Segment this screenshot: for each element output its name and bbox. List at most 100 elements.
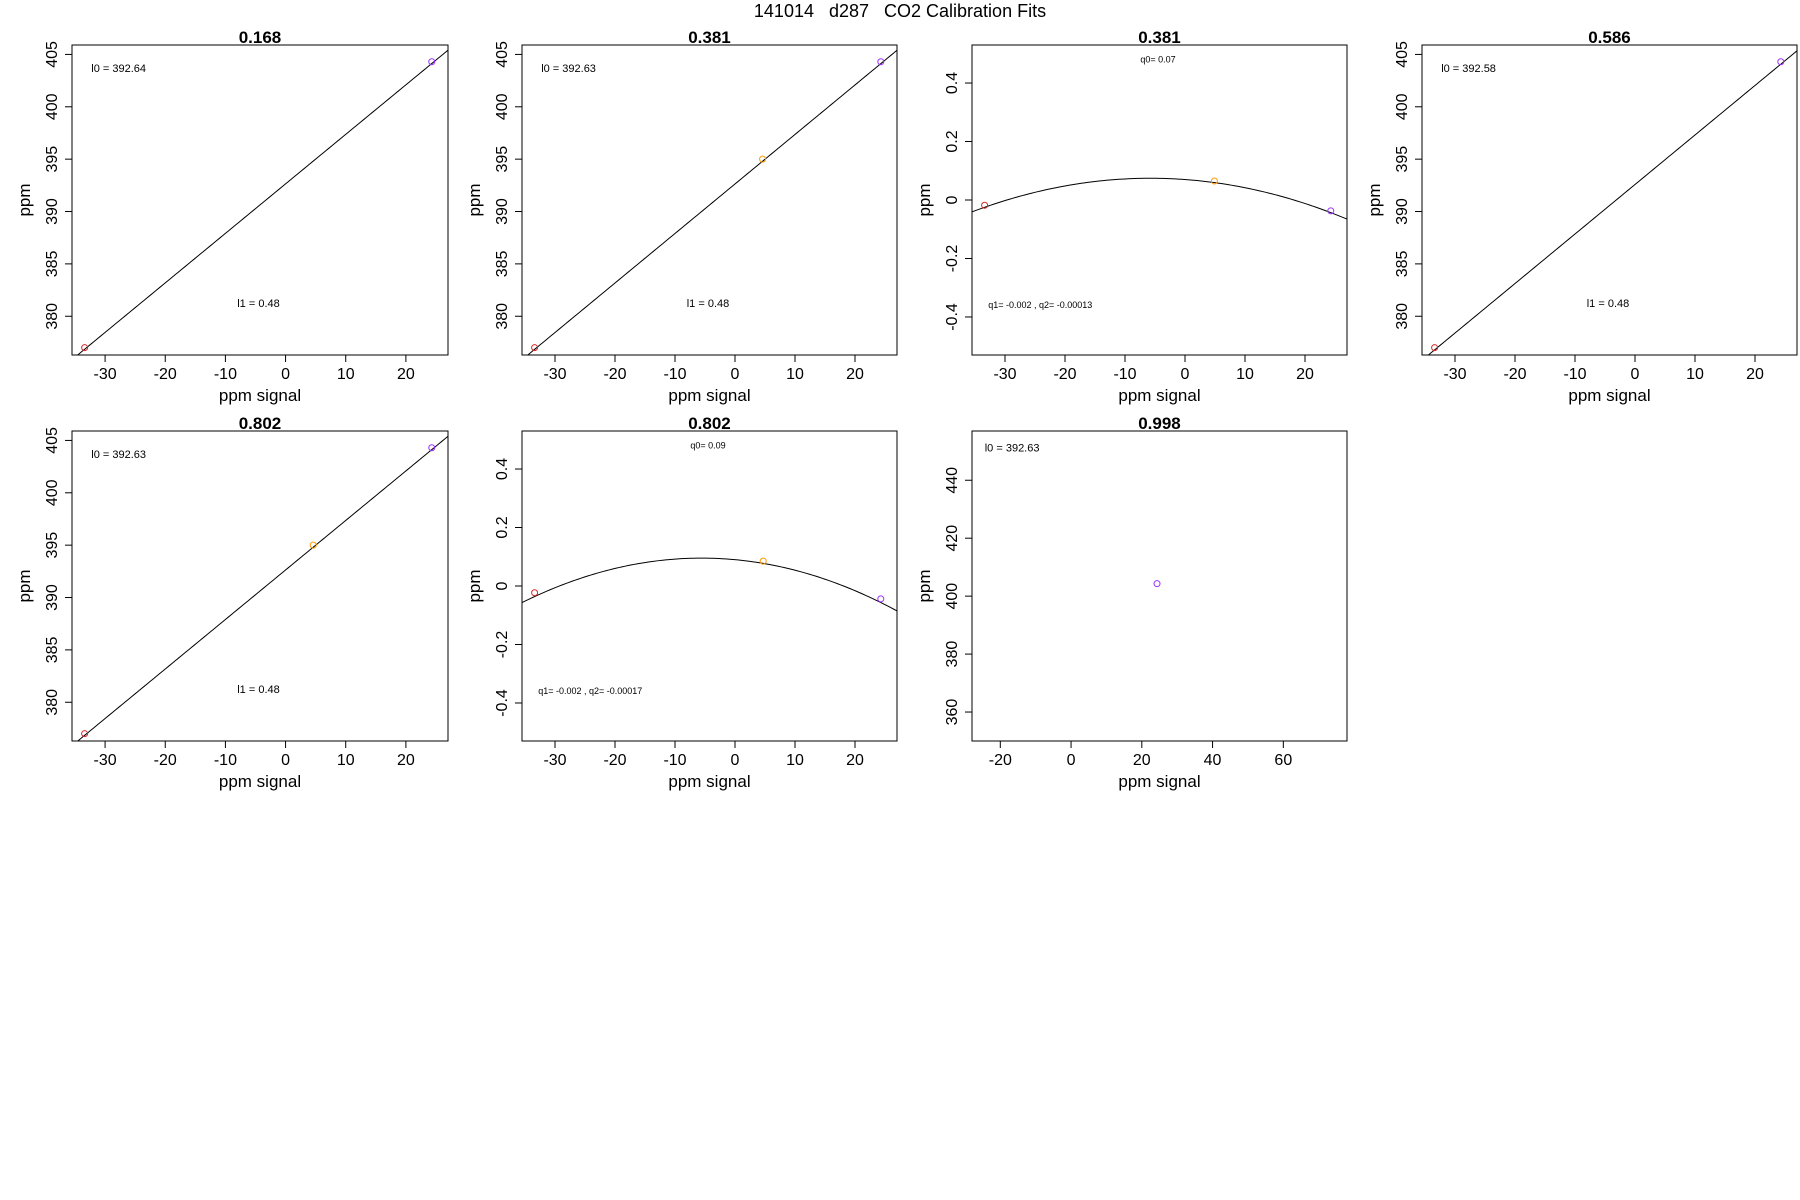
x-tick-label: 20	[397, 752, 415, 769]
y-tick-label: 420	[944, 525, 961, 552]
x-tick-label: 40	[1204, 752, 1222, 769]
y-axis-label: ppm	[915, 569, 934, 602]
y-tick-label: 390	[1394, 198, 1411, 225]
x-tick-label: -30	[1443, 366, 1466, 383]
x-axis-label: ppm signal	[219, 772, 301, 791]
y-tick-label: 385	[494, 250, 511, 277]
data-point	[1210, 177, 1218, 185]
y-tick-label: 440	[944, 467, 961, 494]
data-point	[428, 444, 436, 452]
fit-annotation: q1= -0.002 , q2= -0.00017	[538, 686, 642, 696]
fit-annotation: q0= 0.09	[690, 441, 725, 451]
y-axis-label: ppm	[15, 183, 34, 216]
y-tick-label: 395	[1394, 146, 1411, 173]
x-tick-label: 10	[786, 752, 804, 769]
data-point	[428, 58, 436, 66]
x-axis-label: ppm signal	[1568, 386, 1650, 405]
x-tick-label: -20	[603, 366, 626, 383]
x-tick-label: -10	[214, 366, 237, 383]
fit-annotation: l1 = 0.48	[237, 298, 280, 310]
y-axis-label: ppm	[15, 569, 34, 602]
fit-line	[1427, 50, 1797, 355]
fit-line	[526, 49, 897, 355]
x-tick-label: -20	[1503, 366, 1526, 383]
data-point	[981, 201, 989, 209]
x-tick-label: 0	[281, 752, 290, 769]
y-tick-label: 395	[44, 146, 61, 173]
y-tick-label: 395	[44, 532, 61, 559]
x-tick-label: -30	[94, 752, 117, 769]
y-tick-label: 380	[44, 303, 61, 330]
data-point	[81, 344, 89, 352]
y-tick-label: 0.4	[944, 72, 961, 94]
y-tick-label: 380	[1394, 303, 1411, 330]
y-tick-label: 385	[44, 250, 61, 277]
data-point	[1777, 58, 1785, 66]
y-axis-label: ppm	[465, 183, 484, 216]
y-tick-label: 360	[944, 699, 961, 726]
fit-annotation: l1 = 0.48	[1587, 298, 1630, 310]
y-tick-label: 0	[494, 581, 511, 590]
chart-panel: 0.802 -30 -20 -10 0 10 20 ppm signal 380 385 390 39…	[15, 414, 449, 791]
fit-annotation: q0= 0.07	[1140, 55, 1175, 65]
y-axis-label: ppm	[465, 569, 484, 602]
fit-line	[522, 557, 897, 612]
y-tick-label: 390	[494, 198, 511, 225]
x-axis-label: ppm signal	[668, 772, 750, 791]
fit-line	[76, 49, 448, 355]
x-tick-label: 20	[397, 366, 415, 383]
data-point	[531, 344, 539, 352]
x-tick-label: 0	[731, 366, 740, 383]
panel-title: 0.586	[1588, 28, 1631, 47]
y-tick-label: 400	[44, 93, 61, 120]
data-point	[877, 58, 885, 66]
y-tick-label: -0.4	[944, 303, 961, 331]
x-tick-label: -20	[1053, 366, 1076, 383]
fit-annotation: l0 = 392.63	[985, 442, 1040, 454]
y-tick-label: 390	[44, 198, 61, 225]
data-point	[1327, 207, 1335, 215]
x-axis-label: ppm signal	[1118, 772, 1200, 791]
fit-annotation: q1= -0.002 , q2= -0.00013	[988, 300, 1092, 310]
figure-title: 141014 d287 CO2 Calibration Fits	[753, 1, 1047, 21]
y-tick-label: 385	[44, 636, 61, 663]
x-axis-label: ppm signal	[1118, 386, 1200, 405]
y-tick-label: 395	[494, 146, 511, 173]
panel-title: 0.168	[239, 28, 282, 47]
data-point	[531, 589, 539, 597]
x-tick-label: 20	[1296, 366, 1314, 383]
x-tick-label: 20	[1746, 366, 1764, 383]
y-tick-label: -0.4	[494, 689, 511, 717]
x-tick-label: 20	[846, 752, 864, 769]
data-point	[1153, 580, 1161, 588]
x-tick-label: 60	[1274, 752, 1292, 769]
x-tick-label: 10	[337, 366, 355, 383]
chart-panel: 0.381 -30 -20 -10 0 10 20 ppm signal 380 385 390 39…	[465, 28, 898, 405]
x-tick-label: -20	[603, 752, 626, 769]
chart-panel: 0.802 -30 -20 -10 0 10 20 ppm signal -0.4 -0.2 0 0.…	[465, 414, 898, 791]
x-tick-label: -30	[543, 366, 566, 383]
y-axis-label: ppm	[1365, 183, 1384, 216]
y-tick-label: 385	[1394, 250, 1411, 277]
x-tick-label: -10	[663, 752, 686, 769]
x-tick-label: 10	[337, 752, 355, 769]
y-tick-label: 400	[1394, 93, 1411, 120]
panel-title: 0.381	[1138, 28, 1181, 47]
x-tick-label: 10	[786, 366, 804, 383]
fit-annotation: l0 = 392.64	[91, 63, 146, 75]
x-tick-label: -20	[989, 752, 1012, 769]
y-tick-label: -0.2	[494, 631, 511, 659]
data-point	[309, 541, 317, 549]
y-tick-label: 0	[944, 195, 961, 204]
data-point	[759, 155, 767, 163]
chart-panel: 0.586 -30 -20 -10 0 10 20 ppm signal 380 385 390 39…	[1365, 28, 1798, 405]
fit-annotation: l0 = 392.63	[91, 449, 146, 461]
x-axis-label: ppm signal	[219, 386, 301, 405]
x-tick-label: -20	[154, 752, 177, 769]
x-tick-label: -10	[663, 366, 686, 383]
x-tick-label: 0	[1067, 752, 1076, 769]
x-tick-label: -10	[1113, 366, 1136, 383]
y-axis-label: ppm	[915, 183, 934, 216]
data-point	[1431, 344, 1439, 352]
x-tick-label: -20	[154, 366, 177, 383]
